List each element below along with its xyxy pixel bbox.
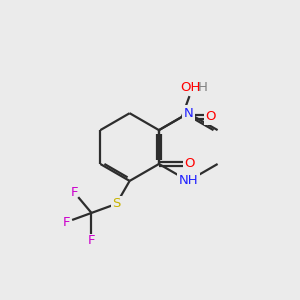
Text: F: F bbox=[70, 186, 78, 199]
Text: O: O bbox=[184, 158, 195, 170]
Text: N: N bbox=[183, 107, 193, 120]
Text: F: F bbox=[88, 233, 95, 247]
Text: O: O bbox=[205, 110, 216, 123]
Text: S: S bbox=[112, 197, 121, 210]
Text: OH: OH bbox=[181, 81, 201, 94]
Text: H: H bbox=[198, 81, 208, 94]
Text: NH: NH bbox=[178, 174, 198, 188]
Text: F: F bbox=[62, 216, 70, 229]
